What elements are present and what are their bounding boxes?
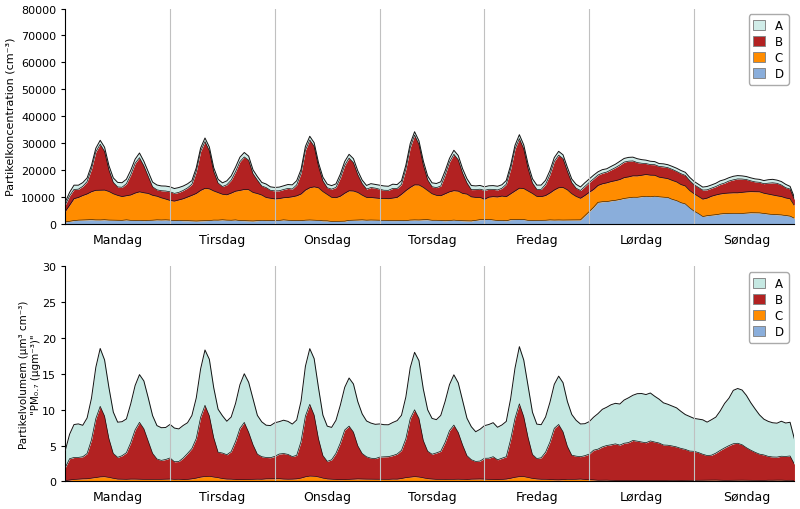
Legend: A, B, C, D: A, B, C, D	[749, 15, 789, 86]
Y-axis label: Partikelvolumem (µm³ cm⁻³)
"PM₀.₇ (µgm⁻³)": Partikelvolumem (µm³ cm⁻³) "PM₀.₇ (µgm⁻³…	[19, 300, 41, 448]
Legend: A, B, C, D: A, B, C, D	[749, 273, 789, 343]
Y-axis label: Partikelkoncentration (cm⁻³): Partikelkoncentration (cm⁻³)	[6, 38, 15, 196]
